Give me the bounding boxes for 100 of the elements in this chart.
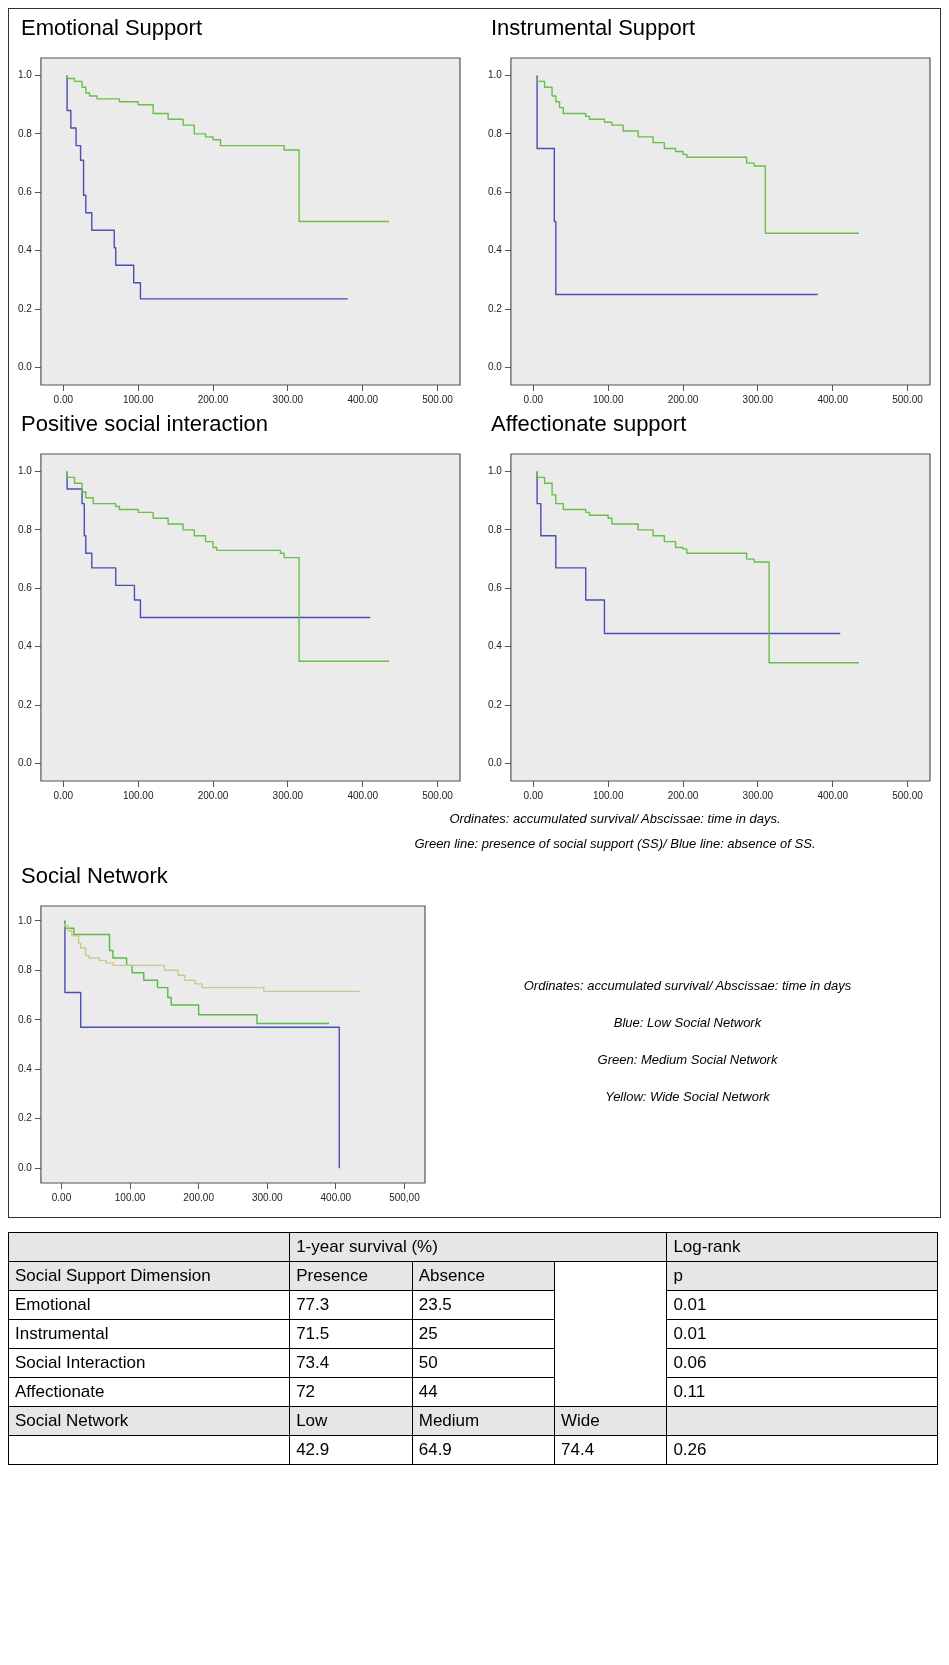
x-tick-label: 300.00 bbox=[272, 393, 304, 405]
x-tick-label: 0.00 bbox=[523, 789, 544, 801]
y-tick-label: 0.2 bbox=[488, 698, 503, 710]
y-tick-label: 0.8 bbox=[488, 523, 503, 535]
x-tick-label: 100.00 bbox=[592, 393, 624, 405]
chart-title: Affectionate support bbox=[491, 411, 688, 437]
y-tick-label: 0.6 bbox=[488, 582, 503, 594]
text: Presence bbox=[289, 1261, 413, 1291]
x-tick-label: 500.00 bbox=[892, 393, 924, 405]
y-tick-label: 0.4 bbox=[488, 244, 503, 256]
x-tick-label: 100.00 bbox=[122, 789, 154, 801]
text: 0.01 bbox=[666, 1290, 938, 1320]
x-tick-label: 100.00 bbox=[592, 789, 624, 801]
x-tick-label: 100.00 bbox=[114, 1191, 146, 1203]
text: 1-year survival (%) bbox=[289, 1232, 667, 1262]
text: 0.06 bbox=[666, 1348, 938, 1378]
text: Green line: presence of social support (SS)/ Blue line: absence of SS. bbox=[413, 836, 817, 851]
y-tick-label: 0.6 bbox=[488, 186, 503, 198]
text: Affectionate bbox=[8, 1377, 290, 1407]
y-tick-label: 0.0 bbox=[488, 757, 503, 769]
text: Log-rank bbox=[666, 1232, 938, 1262]
x-tick-label: 200.00 bbox=[183, 1191, 215, 1203]
y-tick-label: 0.4 bbox=[18, 640, 33, 652]
chart-title: Emotional Support bbox=[21, 15, 203, 41]
x-tick-label: 0.00 bbox=[53, 789, 74, 801]
text: 0.01 bbox=[666, 1319, 938, 1349]
text: Ordinates: accumulated survival/ Abscissae: time in days. bbox=[448, 811, 782, 826]
chart-title: Positive social interaction bbox=[21, 411, 269, 437]
x-tick-label: 400.00 bbox=[347, 789, 379, 801]
text: Medium bbox=[412, 1406, 555, 1436]
x-tick-label: 400.00 bbox=[347, 393, 379, 405]
text: 71.5 bbox=[289, 1319, 413, 1349]
x-tick-label: 500.00 bbox=[422, 393, 454, 405]
chart-title: Social Network bbox=[21, 863, 169, 889]
x-tick-label: 200.00 bbox=[197, 393, 229, 405]
x-tick-label: 400.00 bbox=[817, 789, 849, 801]
x-tick-label: 200.00 bbox=[197, 789, 229, 801]
text: Low bbox=[289, 1406, 413, 1436]
text: Social Interaction bbox=[8, 1348, 290, 1378]
y-tick-label: 0.2 bbox=[18, 1112, 33, 1124]
y-tick-label: 0.2 bbox=[488, 302, 503, 314]
text: 50 bbox=[412, 1348, 555, 1378]
y-tick-label: 0.0 bbox=[18, 1161, 33, 1173]
x-tick-label: 0.00 bbox=[51, 1191, 72, 1203]
x-tick-label: 400.00 bbox=[320, 1191, 352, 1203]
text: Social Support Dimension bbox=[8, 1261, 290, 1291]
y-tick-label: 0.8 bbox=[488, 127, 503, 139]
x-tick-label: 300.00 bbox=[251, 1191, 283, 1203]
text: 0.26 bbox=[666, 1435, 938, 1465]
text: p bbox=[666, 1261, 938, 1291]
y-tick-label: 0.4 bbox=[488, 640, 503, 652]
y-tick-label: 0.8 bbox=[18, 964, 33, 976]
text: Wide bbox=[554, 1406, 667, 1436]
y-tick-label: 1.0 bbox=[18, 465, 33, 477]
x-tick-label: 0.00 bbox=[523, 393, 544, 405]
chart-title: Instrumental Support bbox=[491, 15, 697, 41]
text: 23.5 bbox=[412, 1290, 555, 1320]
text: 25 bbox=[412, 1319, 555, 1349]
text: Ordinates: accumulated survival/ Abscissae: time in days bbox=[522, 978, 853, 993]
text: 73.4 bbox=[289, 1348, 413, 1378]
text: 0.11 bbox=[666, 1377, 938, 1407]
text: 74.4 bbox=[554, 1435, 667, 1465]
x-tick-label: 500.00 bbox=[892, 789, 924, 801]
y-tick-label: 0.0 bbox=[488, 361, 503, 373]
x-tick-label: 100.00 bbox=[122, 393, 154, 405]
text: Yellow: Wide Social Network bbox=[604, 1089, 771, 1104]
y-tick-label: 1.0 bbox=[488, 465, 503, 477]
y-tick-label: 0.0 bbox=[18, 757, 33, 769]
x-tick-label: 400.00 bbox=[817, 393, 849, 405]
y-tick-label: 0.2 bbox=[18, 302, 33, 314]
text: Instrumental bbox=[8, 1319, 290, 1349]
y-tick-label: 0.6 bbox=[18, 1013, 33, 1025]
text: Emotional bbox=[8, 1290, 290, 1320]
text: 44 bbox=[412, 1377, 555, 1407]
x-tick-label: 300.00 bbox=[742, 789, 774, 801]
text: 72 bbox=[289, 1377, 413, 1407]
x-tick-label: 500.00 bbox=[422, 789, 454, 801]
x-tick-label: 500,00 bbox=[389, 1191, 421, 1203]
y-tick-label: 0.8 bbox=[18, 127, 33, 139]
y-tick-label: 0.4 bbox=[18, 1062, 33, 1074]
x-tick-label: 300.00 bbox=[272, 789, 304, 801]
y-tick-label: 0.6 bbox=[18, 582, 33, 594]
y-tick-label: 0.8 bbox=[18, 523, 33, 535]
y-tick-label: 0.2 bbox=[18, 698, 33, 710]
y-tick-label: 0.0 bbox=[18, 361, 33, 373]
text: Absence bbox=[412, 1261, 555, 1291]
x-tick-label: 300.00 bbox=[742, 393, 774, 405]
x-tick-label: 0.00 bbox=[53, 393, 74, 405]
text: Social Network bbox=[8, 1406, 290, 1436]
text: Green: Medium Social Network bbox=[596, 1052, 779, 1067]
y-tick-label: 0.4 bbox=[18, 244, 33, 256]
text: 77.3 bbox=[289, 1290, 413, 1320]
text: Blue: Low Social Network bbox=[612, 1015, 763, 1030]
y-tick-label: 1.0 bbox=[18, 69, 33, 81]
y-tick-label: 1.0 bbox=[18, 914, 33, 926]
text: 64.9 bbox=[412, 1435, 555, 1465]
x-tick-label: 200.00 bbox=[667, 789, 699, 801]
y-tick-label: 1.0 bbox=[488, 69, 503, 81]
x-tick-label: 200.00 bbox=[667, 393, 699, 405]
text: 42.9 bbox=[289, 1435, 413, 1465]
